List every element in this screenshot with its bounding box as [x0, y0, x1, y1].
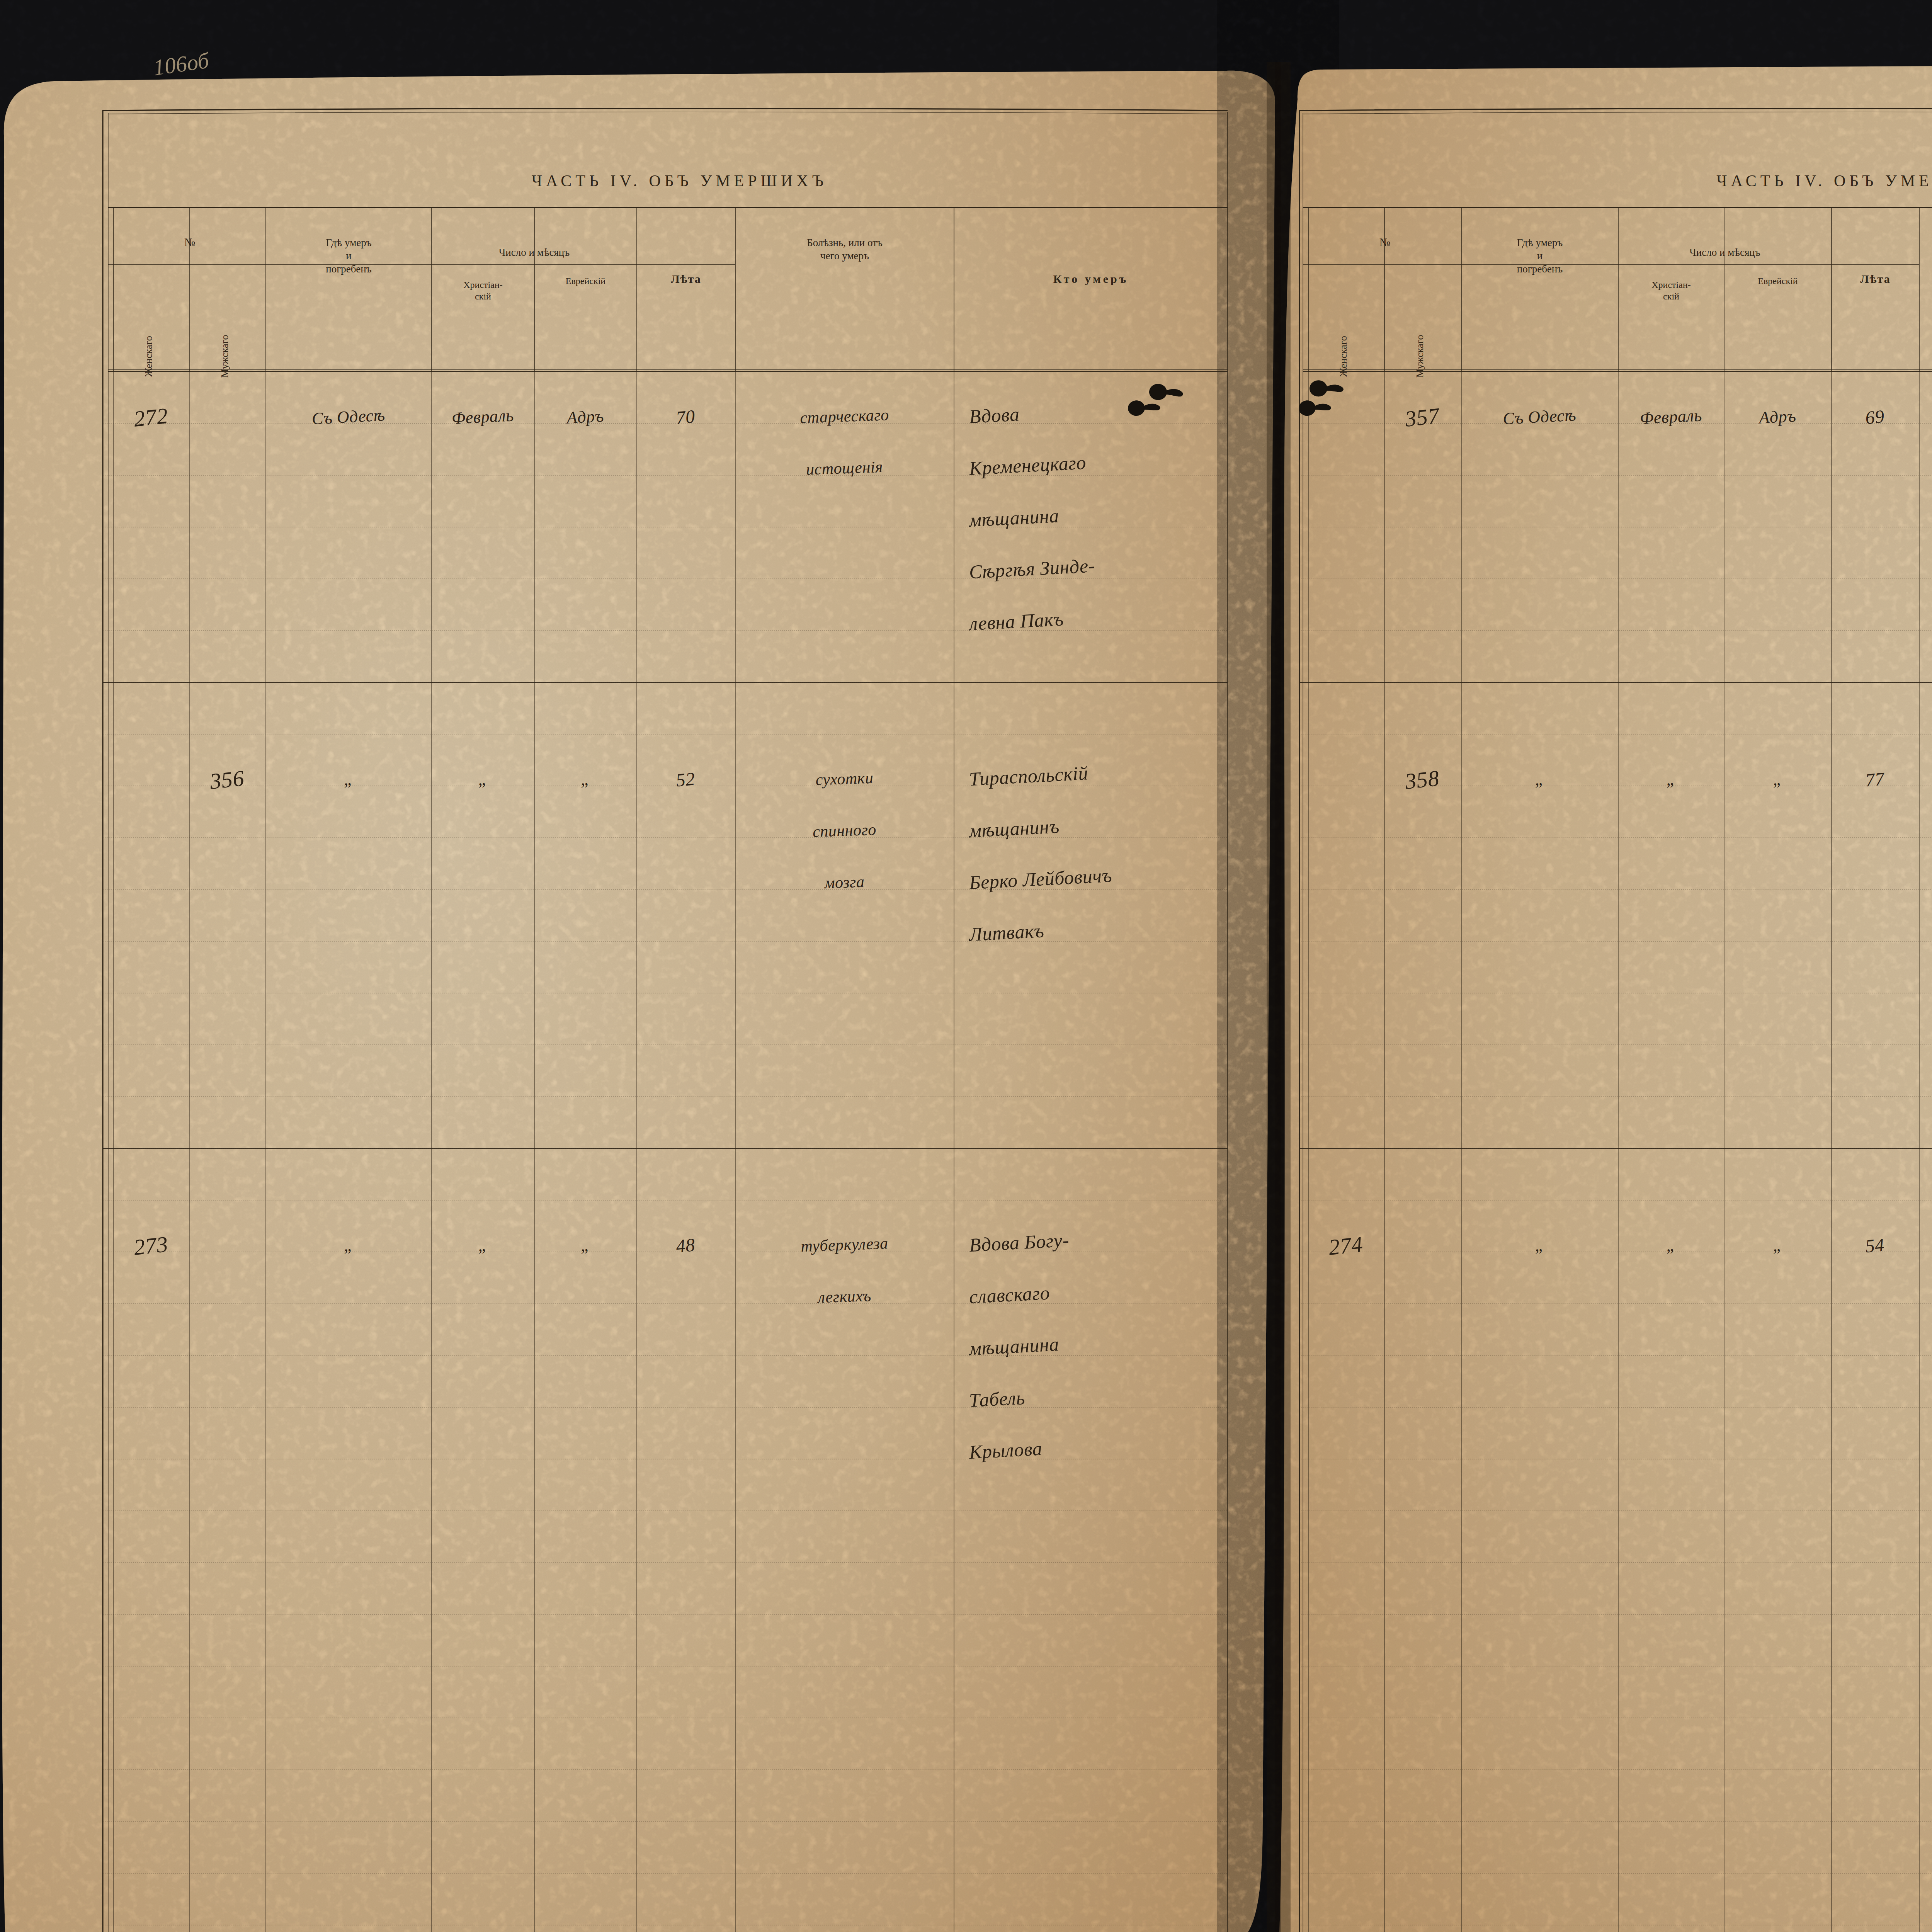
svg-text:Табель: Табель	[969, 1387, 1026, 1411]
svg-text:356: 356	[208, 765, 245, 794]
svg-text:Крылова: Крылова	[968, 1437, 1043, 1463]
svg-text:спинного: спинного	[812, 820, 876, 840]
svg-text:легкихъ: легкихъ	[817, 1287, 871, 1306]
svg-text:272: 272	[133, 403, 169, 432]
svg-text:Мужскаго: Мужскаго	[219, 335, 230, 378]
svg-text:„: „	[477, 770, 488, 789]
svg-text:Февраль: Февраль	[1639, 406, 1702, 428]
svg-text:106об: 106об	[152, 48, 211, 80]
svg-text:Женскаго: Женскаго	[1338, 336, 1349, 377]
svg-text:сухотки: сухотки	[815, 769, 874, 789]
svg-text:357: 357	[1403, 403, 1441, 432]
svg-text:„: „	[477, 1236, 488, 1255]
svg-text:70: 70	[675, 406, 696, 428]
svg-text:Кто умеръ: Кто умеръ	[1053, 272, 1128, 285]
svg-text:Число и мѣсяцъ: Число и мѣсяцъ	[1689, 247, 1760, 258]
svg-text:№: №	[184, 236, 196, 248]
svg-text:„: „	[580, 1236, 591, 1255]
svg-text:Женскаго: Женскаго	[143, 336, 154, 377]
svg-text:„: „	[343, 770, 354, 789]
svg-text:Съ Одесѣ: Съ Одесѣ	[1502, 405, 1577, 428]
svg-text:54: 54	[1864, 1234, 1885, 1256]
svg-text:Вдова: Вдова	[969, 403, 1020, 428]
svg-text:Еврейскій: Еврейскій	[1758, 276, 1798, 286]
svg-text:Февраль: Февраль	[451, 406, 514, 428]
svg-text:„: „	[580, 770, 591, 789]
svg-text:Лѣта: Лѣта	[1860, 272, 1890, 285]
svg-text:„: „	[1534, 770, 1545, 789]
svg-text:№: №	[1379, 236, 1391, 248]
svg-text:ЧАСТЬ IV. ОБЪ УМЕРШИХЪ: ЧАСТЬ IV. ОБЪ УМЕРШИХЪ	[532, 172, 828, 190]
svg-text:274: 274	[1327, 1231, 1364, 1260]
svg-text:358: 358	[1403, 765, 1440, 794]
svg-text:ЧАСТЬ IV. ОБЪ УМЕРШИХЪ: ЧАСТЬ IV. ОБЪ УМЕРШИХЪ	[1716, 172, 1932, 190]
svg-text:„: „	[1534, 1236, 1545, 1255]
svg-text:48: 48	[675, 1234, 696, 1256]
svg-text:Лѣта: Лѣта	[671, 272, 701, 285]
svg-text:туберкулеза: туберкулеза	[801, 1234, 889, 1255]
svg-text:Число и мѣсяцъ: Число и мѣсяцъ	[499, 247, 570, 258]
svg-text:Литвакъ: Литвакъ	[968, 920, 1045, 945]
svg-text:Съ Одесѣ: Съ Одесѣ	[311, 405, 386, 428]
svg-text:77: 77	[1864, 768, 1886, 790]
svg-text:Мужскаго: Мужскаго	[1414, 335, 1425, 378]
svg-text:273: 273	[133, 1231, 169, 1260]
svg-text:истощенія: истощенія	[806, 458, 883, 478]
svg-text:Адръ: Адръ	[1757, 406, 1796, 427]
svg-text:52: 52	[675, 768, 696, 790]
svg-text:Еврейскій: Еврейскій	[566, 276, 605, 286]
svg-text:старческаго: старческаго	[800, 406, 889, 427]
svg-text:„: „	[343, 1236, 354, 1255]
svg-text:мозга: мозга	[823, 872, 865, 892]
svg-text:„: „	[1772, 770, 1783, 789]
svg-text:славскаго: славскаго	[969, 1282, 1051, 1308]
svg-text:„: „	[1665, 1236, 1676, 1255]
svg-text:„: „	[1772, 1236, 1783, 1255]
svg-text:„: „	[1665, 770, 1676, 789]
svg-text:69: 69	[1864, 406, 1885, 428]
svg-text:Адръ: Адръ	[565, 406, 604, 427]
